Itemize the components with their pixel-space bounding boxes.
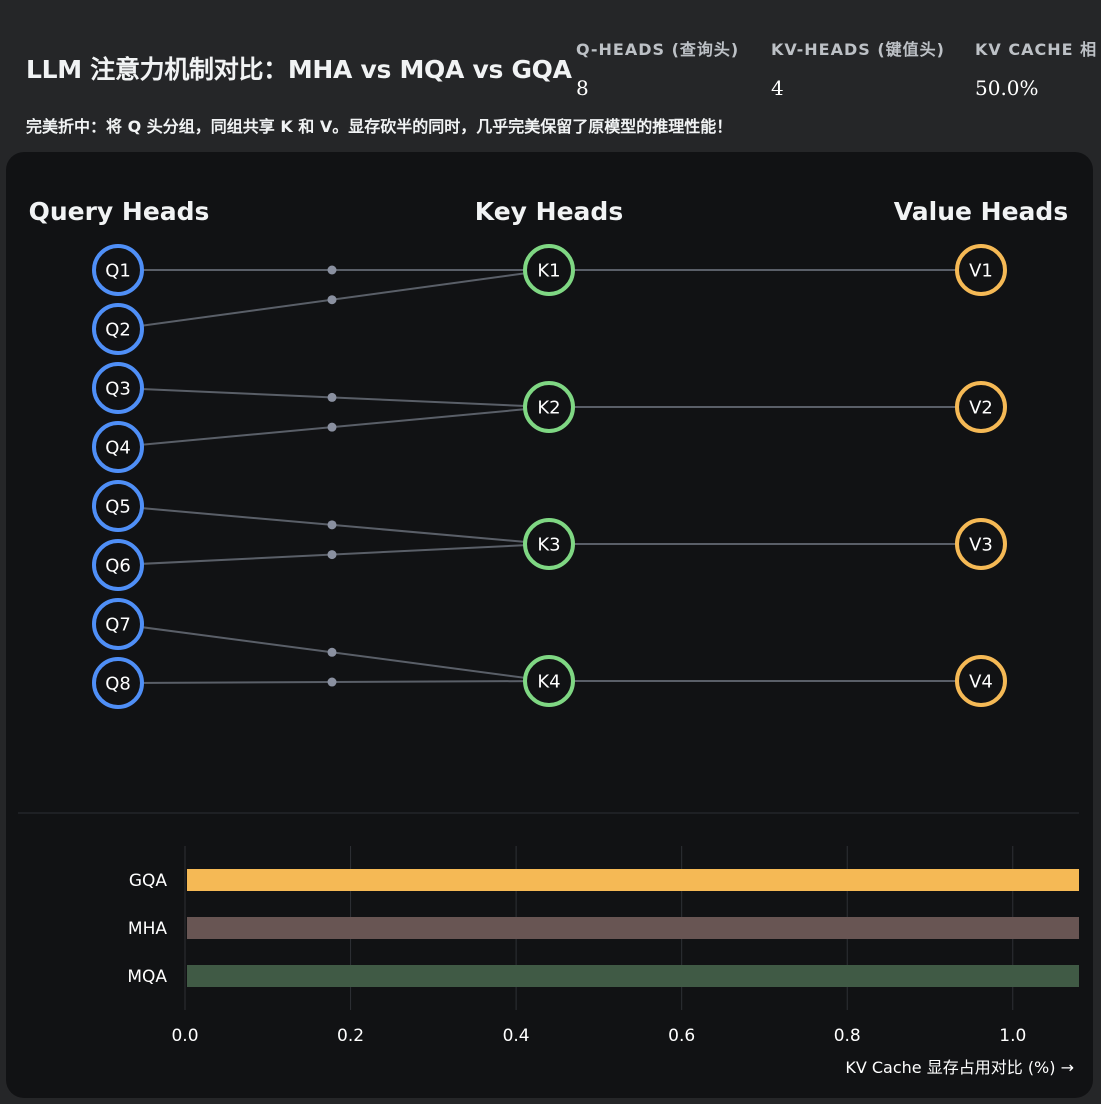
query-node-q8-ring	[92, 657, 144, 709]
page-title: LLM 注意力机制对比：MHA vs MQA vs GQA	[26, 55, 572, 84]
key-node-k2-label: K2	[537, 398, 560, 419]
bar-mqa	[187, 965, 1079, 987]
stat-q-heads-value: 8	[576, 76, 589, 100]
link-dot-q6	[327, 550, 337, 560]
link-dot-q8	[327, 677, 337, 687]
query-node-q8-label: Q8	[105, 674, 131, 695]
value-node-v2: V2	[955, 381, 1007, 433]
query-node-q5-label: Q5	[105, 497, 131, 518]
query-node-q5: Q5	[92, 480, 144, 532]
query-node-q2: Q2	[92, 303, 144, 355]
key-heads-header: Key Heads	[475, 197, 623, 226]
query-heads-header: Query Heads	[29, 197, 210, 226]
key-node-k4-ring	[523, 655, 575, 707]
query-node-q7: Q7	[92, 598, 144, 650]
x-tick-label: 0.2	[337, 1026, 364, 1046]
link-dot-q4	[327, 422, 337, 432]
bar-gqa	[187, 869, 1079, 891]
query-node-q7-label: Q7	[105, 615, 131, 636]
stat-kv-heads: KV-HEADS (键值头) 4	[771, 36, 945, 100]
value-node-v2-ring	[955, 381, 1007, 433]
x-axis-title: KV Cache 显存占用对比 (%) →	[845, 1058, 1074, 1077]
value-node-v3: V3	[955, 518, 1007, 570]
x-tick-label: 0.6	[668, 1026, 695, 1046]
value-node-v3-ring	[955, 518, 1007, 570]
x-tick-label: 0.0	[171, 1026, 198, 1046]
query-node-q7-ring	[92, 598, 144, 650]
key-node-k3-label: K3	[537, 535, 560, 556]
key-node-k2: K2	[523, 381, 575, 433]
link-dot-q2	[327, 295, 337, 305]
link-dot-q1	[327, 265, 337, 275]
x-tick-label: 1.0	[999, 1026, 1026, 1046]
stat-kv-cache-value: 50.0%	[975, 76, 1039, 100]
bar-label-gqa: GQA	[129, 871, 168, 891]
bar-label-mqa: MQA	[127, 967, 167, 987]
query-node-q4: Q4	[92, 421, 144, 473]
query-node-q6-label: Q6	[105, 556, 131, 577]
value-node-v2-label: V2	[969, 398, 993, 419]
value-node-v4: V4	[955, 655, 1007, 707]
stat-kv-heads-value: 4	[771, 76, 784, 100]
key-node-k4: K4	[523, 655, 575, 707]
bar-label-mha: MHA	[128, 919, 167, 939]
x-tick-label: 0.4	[503, 1026, 530, 1046]
stat-kv-cache: KV CACHE 相 50.0%	[975, 36, 1097, 100]
query-node-q1-ring	[92, 244, 144, 296]
query-node-q3-label: Q3	[105, 379, 131, 400]
key-node-k2-ring	[523, 381, 575, 433]
key-node-k4-label: K4	[537, 672, 560, 693]
link-dot-q7	[327, 647, 337, 657]
query-node-q1-label: Q1	[105, 261, 131, 282]
query-node-q6: Q6	[92, 539, 144, 591]
value-node-v1-ring	[955, 244, 1007, 296]
page-subtitle: 完美折中：将 Q 头分组，同组共享 K 和 V。显存砍半的同时，几乎完美保留了原…	[26, 117, 733, 136]
query-node-q1: Q1	[92, 244, 144, 296]
link-dot-q3	[327, 392, 337, 402]
stat-q-heads: Q-HEADS (查询头) 8	[576, 36, 739, 100]
key-node-k1-label: K1	[537, 261, 560, 282]
x-tick-label: 0.8	[834, 1026, 861, 1046]
stat-q-heads-label: Q-HEADS (查询头)	[576, 40, 740, 59]
value-node-v4-ring	[955, 655, 1007, 707]
query-node-q3: Q3	[92, 362, 144, 414]
value-node-v1: V1	[955, 244, 1007, 296]
stat-kv-cache-label: KV CACHE 相	[975, 40, 1098, 59]
query-node-q2-label: Q2	[105, 320, 131, 341]
key-node-k1-ring	[523, 244, 575, 296]
stat-kv-heads-label: KV-HEADS (键值头)	[771, 40, 945, 59]
value-heads-header: Value Heads	[894, 197, 1068, 226]
query-node-q8: Q8	[92, 657, 144, 709]
query-node-q4-label: Q4	[105, 438, 131, 459]
query-node-q6-ring	[92, 539, 144, 591]
query-node-q3-ring	[92, 362, 144, 414]
visualization-card: Query Heads Key Heads Value Heads Q1 Q2 Q3…	[6, 152, 1093, 1098]
value-node-v3-label: V3	[969, 535, 993, 556]
query-node-q2-ring	[92, 303, 144, 355]
query-node-q5-ring	[92, 480, 144, 532]
key-node-k1: K1	[523, 244, 575, 296]
attention-diagram: Query Heads Key Heads Value Heads Q1 Q2 Q3…	[18, 197, 1079, 1077]
bar-mha	[187, 917, 1079, 939]
value-node-v4-label: V4	[969, 672, 993, 693]
key-node-k3: K3	[523, 518, 575, 570]
link-dot-q5	[327, 520, 337, 530]
value-node-v1-label: V1	[969, 261, 993, 282]
query-node-q4-ring	[92, 421, 144, 473]
key-node-k3-ring	[523, 518, 575, 570]
